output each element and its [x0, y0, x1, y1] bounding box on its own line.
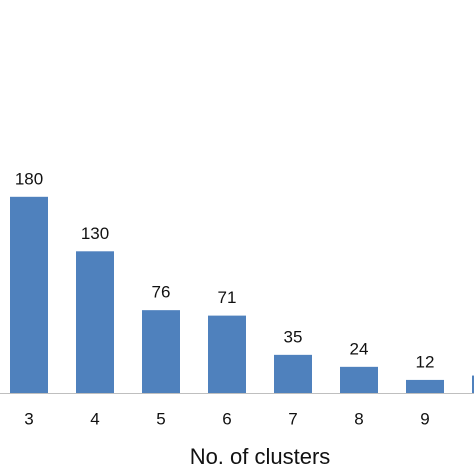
data-label: 35 [284, 327, 303, 346]
bar [76, 251, 114, 393]
bar [472, 375, 474, 393]
data-label: 24 [350, 339, 369, 358]
x-tick-label: 5 [156, 409, 165, 428]
x-tick-label: 3 [24, 409, 33, 428]
bar [340, 366, 378, 393]
data-label: 76 [152, 283, 171, 302]
bar [406, 379, 444, 393]
x-tick-label: 9 [420, 409, 429, 428]
bar [274, 354, 312, 393]
bar [208, 315, 246, 393]
x-tick-label: 7 [288, 409, 297, 428]
data-label: 12 [416, 352, 435, 371]
data-label: 130 [81, 224, 109, 243]
data-label: 180 [15, 169, 43, 188]
x-tick-label: 6 [222, 409, 231, 428]
bar [142, 310, 180, 393]
x-tick-label: 8 [354, 409, 363, 428]
x-axis-title: No. of clusters [190, 444, 331, 469]
data-label: 71 [218, 288, 237, 307]
bar [10, 196, 48, 393]
x-tick-label: 4 [90, 409, 99, 428]
